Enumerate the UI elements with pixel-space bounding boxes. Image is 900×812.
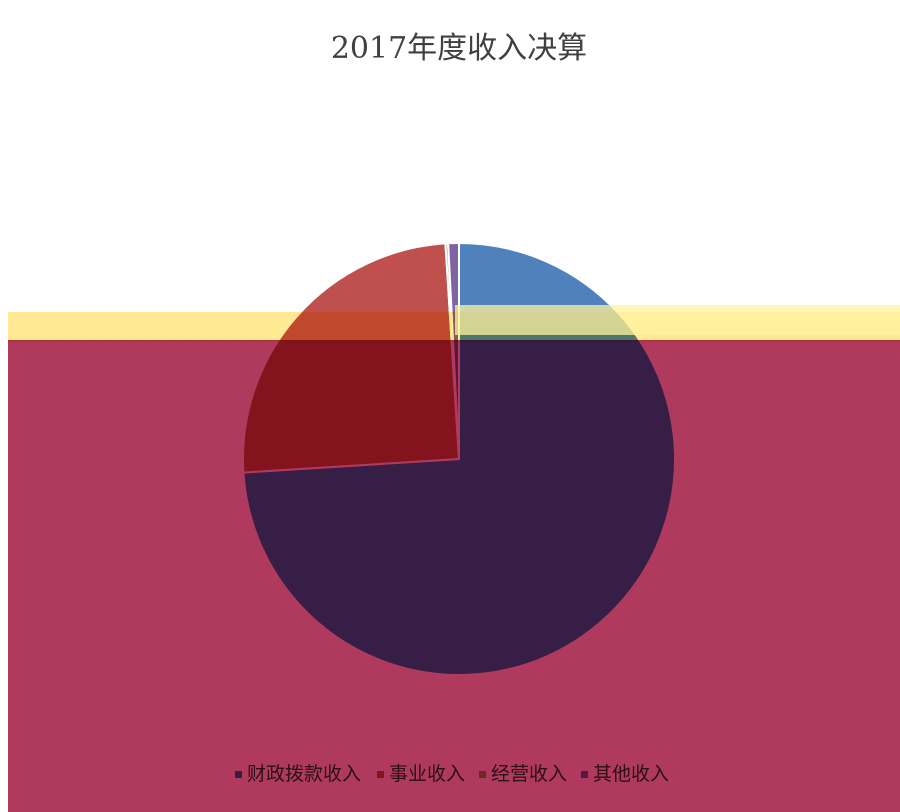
overlay-band — [455, 305, 900, 335]
overlay — [8, 340, 900, 812]
chart-title: 2017年度收入决算 — [331, 31, 587, 66]
